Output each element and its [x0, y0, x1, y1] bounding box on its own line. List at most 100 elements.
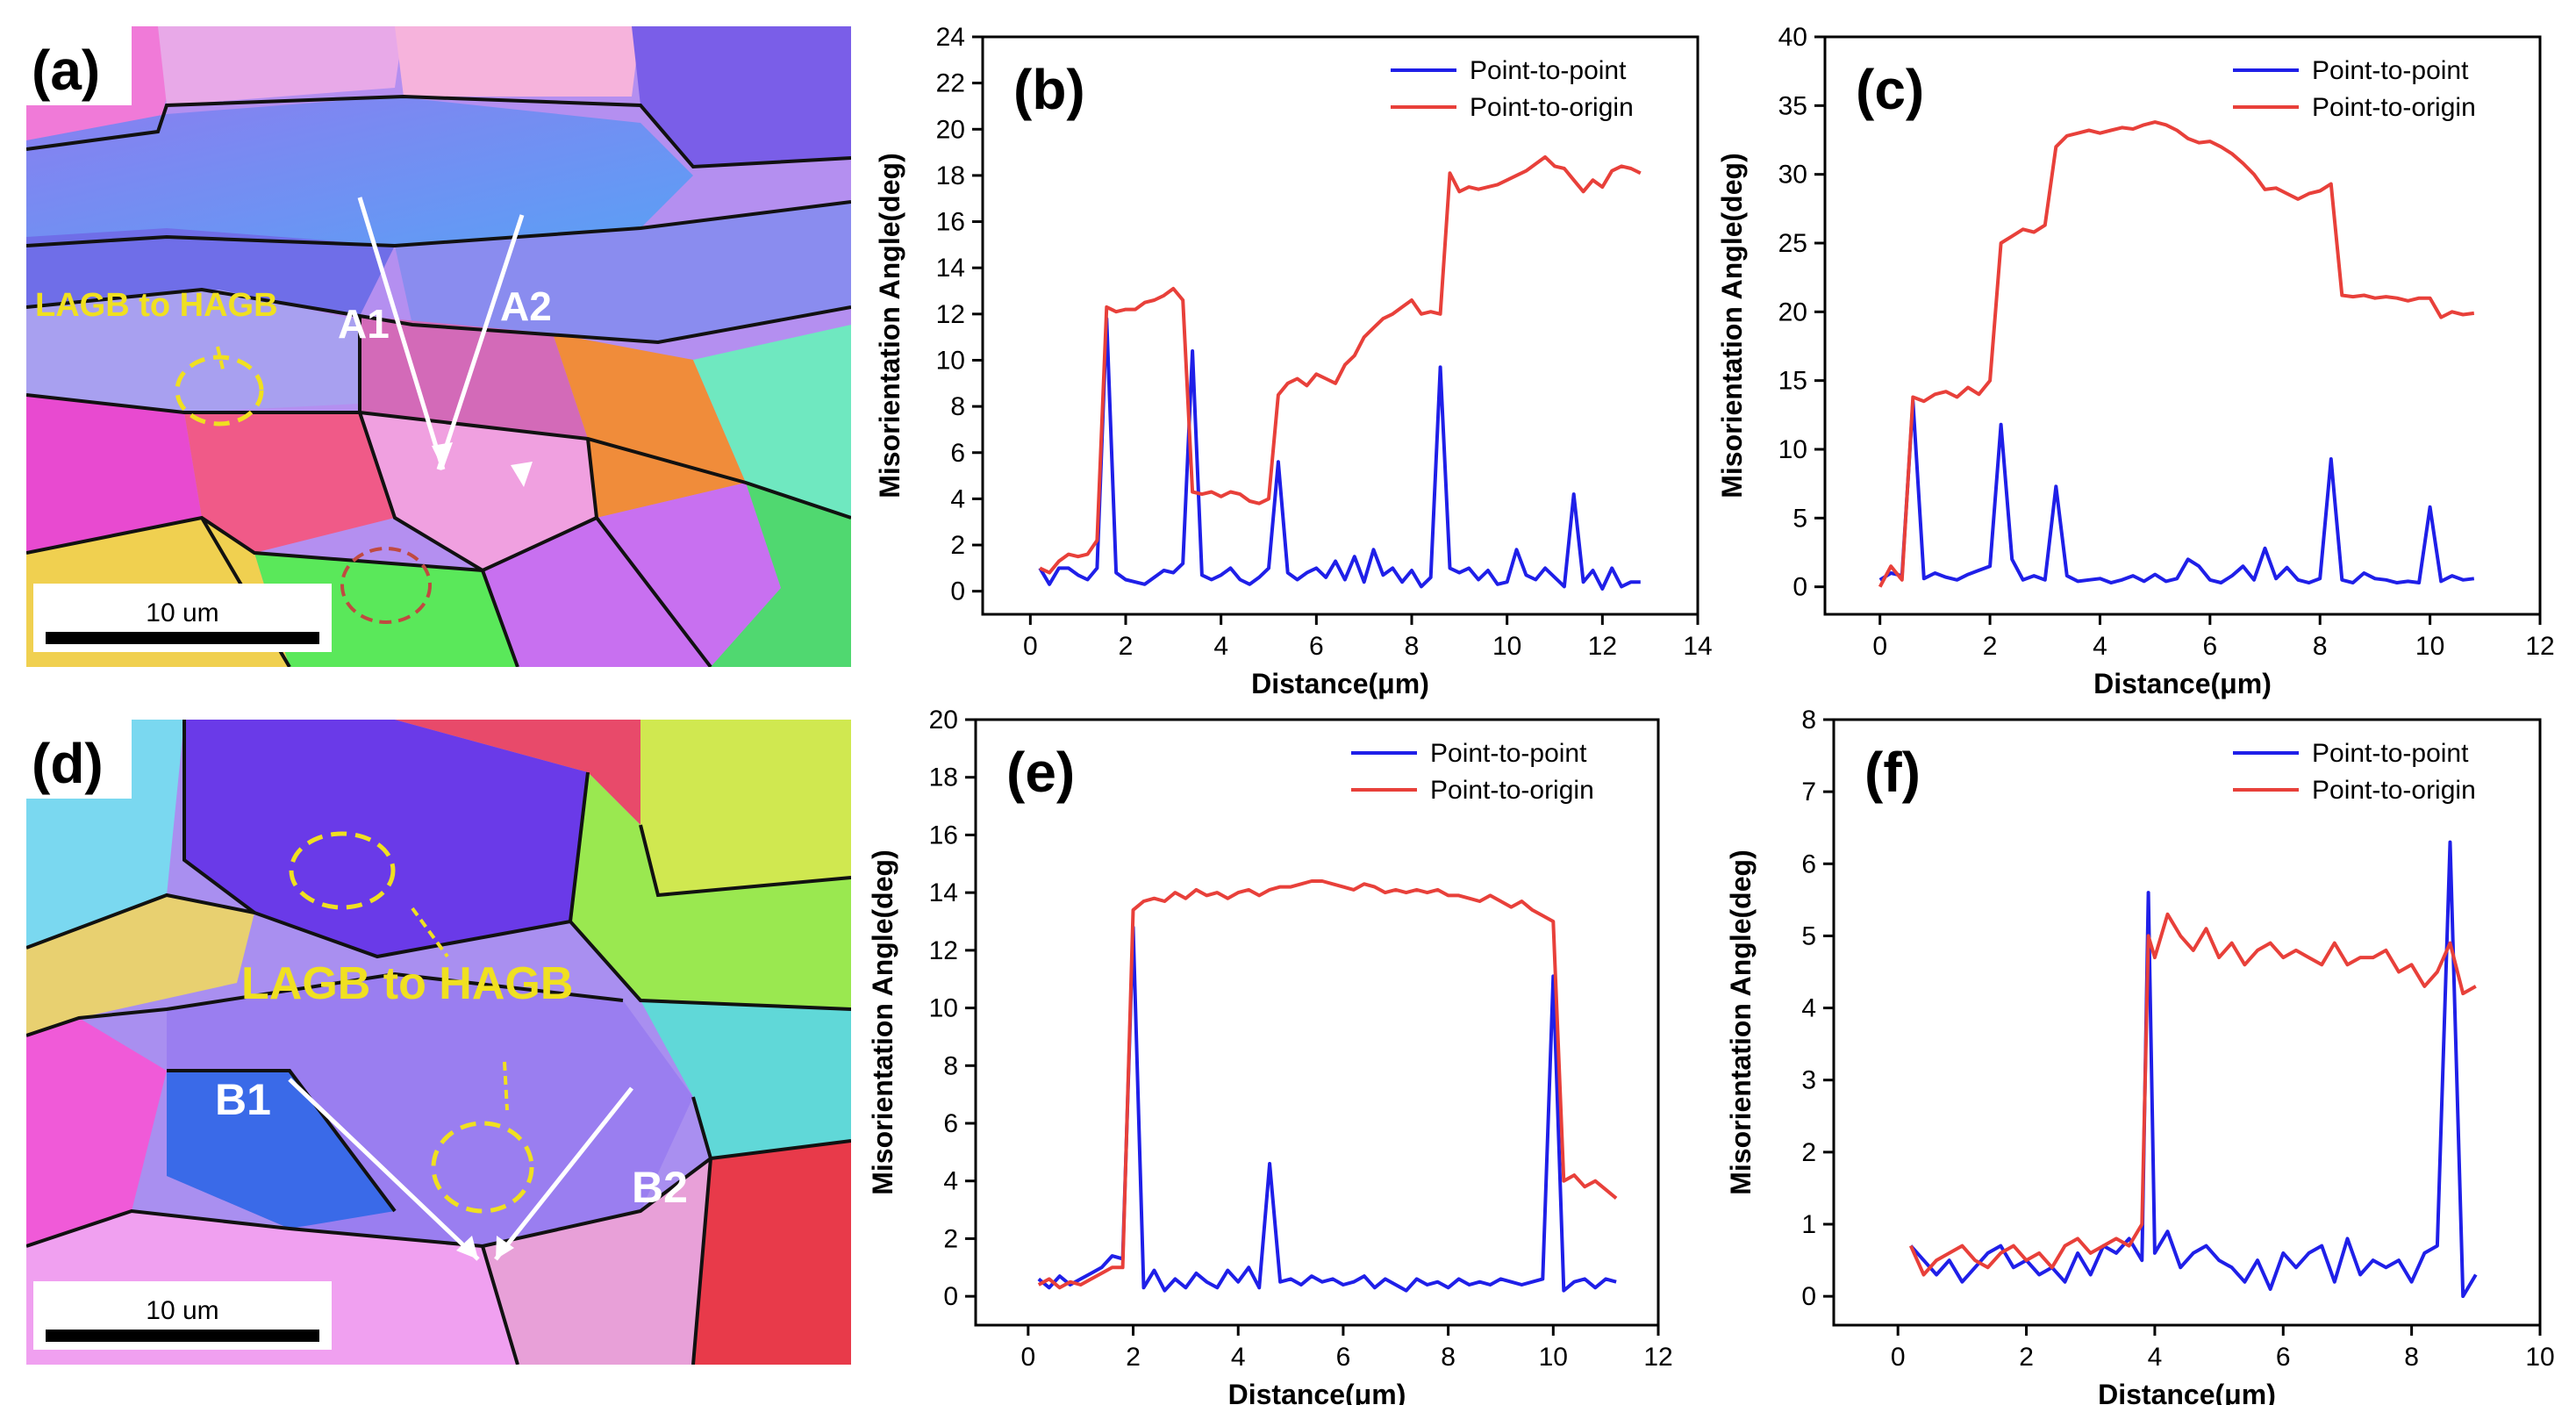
y-tick-label: 3 — [1801, 1066, 1816, 1095]
y-tick-label: 0 — [1801, 1282, 1816, 1311]
red-circle-a — [340, 547, 432, 624]
y-tick-label: 0 — [943, 1282, 958, 1311]
arrowhead-b1 — [456, 1236, 478, 1259]
trace-line-a2 — [436, 214, 525, 470]
y-tick-label: 8 — [943, 1051, 958, 1080]
x-tick-label: 4 — [1213, 632, 1228, 661]
x-tick-label: 10 — [2525, 1343, 2554, 1372]
y-tick-label: 6 — [950, 439, 965, 468]
line-label-b2: B2 — [632, 1163, 688, 1212]
x-tick-label: 0 — [1872, 632, 1887, 661]
y-tick-label: 8 — [950, 392, 965, 421]
x-tick-label: 10 — [2415, 632, 2444, 661]
y-tick-label: 4 — [943, 1167, 958, 1196]
x-tick-label: 10 — [1539, 1343, 1568, 1372]
y-axis-label: Misorientation Angle(deg) — [867, 849, 898, 1194]
panel-label: (b) — [1013, 58, 1085, 121]
chart-f: 0 2 4 6 8 10 0 1 2 3 4 5 6 7 8 Distance(μm) Misorientati… — [1725, 706, 2555, 1405]
panel-label-box — [26, 720, 132, 799]
legend-label: Point-to-origin — [2312, 93, 2476, 122]
series-line-point-to-point — [1878, 399, 2475, 584]
x-tick-label: 6 — [2203, 632, 2218, 661]
x-tick-label: 12 — [1588, 632, 1617, 661]
ebsd-map-d: 10 um (d) LAGB to HAGB B1 B2 — [25, 720, 852, 1366]
ebsd-map-d-image: 10 um (d) LAGB to HAGB B1 B2 — [25, 720, 852, 1366]
panel-label-box — [26, 26, 132, 105]
arrowhead-b2 — [496, 1236, 514, 1259]
series-line-point-to-origin — [1878, 120, 2475, 588]
ebsd-map-a: 10 um (a) LAGB to HAGB A1 A2 — [25, 26, 852, 669]
y-tick-label: 18 — [929, 763, 958, 792]
series-line-point-to-origin — [1037, 879, 1618, 1290]
panel-label: (a) — [32, 39, 100, 102]
series-line-point-to-point — [1038, 317, 1641, 591]
plot-frame — [981, 35, 1699, 616]
panel-label: (d) — [32, 732, 104, 795]
y-tick-label: 35 — [1778, 91, 1807, 120]
x-tick-label: 2 — [2019, 1343, 2034, 1372]
x-axis-label: Distance(μm) — [2093, 668, 2272, 699]
y-tick-label: 10 — [1778, 435, 1807, 464]
x-tick-label: 6 — [1309, 632, 1324, 661]
x-axis-label: Distance(μm) — [1228, 1379, 1406, 1405]
y-axis-label: Misorientation Angle(deg) — [1716, 153, 1748, 498]
series-line-point-to-point — [1909, 840, 2478, 1299]
x-tick-label: 8 — [2404, 1343, 2419, 1372]
scale-bar-label: 10 um — [146, 1296, 218, 1325]
ebsd-map-a-image: 10 um (a) LAGB to HAGB A1 A2 — [25, 26, 852, 669]
arrowhead-a2 — [511, 462, 533, 487]
y-tick-label: 4 — [950, 484, 965, 513]
lagb-annotation: LAGB to HAGB — [241, 958, 573, 1009]
x-tick-label: 0 — [1023, 632, 1038, 661]
legend-label: Point-to-origin — [1430, 776, 1594, 805]
x-tick-label: 4 — [2093, 632, 2107, 661]
lagb-annotation: LAGB to HAGB — [35, 287, 278, 324]
x-tick-label: 2 — [1119, 632, 1134, 661]
plot-frame — [1832, 718, 2542, 1327]
y-tick-label: 30 — [1778, 161, 1807, 190]
lagb-circle-d2 — [431, 1121, 534, 1214]
y-tick-label: 24 — [936, 23, 965, 52]
y-tick-label: 14 — [929, 878, 958, 907]
y-tick-label: 20 — [929, 706, 958, 735]
lagb-circle-a — [175, 355, 264, 427]
x-tick-label: 12 — [2525, 632, 2554, 661]
y-tick-label: 22 — [936, 69, 965, 98]
y-tick-label: 10 — [929, 994, 958, 1023]
x-tick-label: 10 — [1492, 632, 1521, 661]
panel-label: (e) — [1006, 741, 1075, 804]
y-tick-label: 16 — [936, 208, 965, 237]
chart-e: 0 2 4 6 8 10 12 0 2 4 6 8 10 12 14 16 18 20 Distance(μm) Mi… — [867, 706, 1673, 1405]
y-tick-label: 6 — [1801, 849, 1816, 878]
chart-b: 0 2 4 6 8 10 12 14024681012141618202224Distance… — [874, 23, 1713, 699]
y-tick-label: 10 — [936, 346, 965, 375]
y-tick-label: 15 — [1778, 367, 1807, 396]
x-tick-label: 2 — [1983, 632, 1998, 661]
y-axis-label: Misorientation Angle(deg) — [1725, 849, 1757, 1194]
y-tick-label: 7 — [1801, 778, 1816, 806]
lagb-circle-d1 — [289, 831, 396, 910]
panel-label: (c) — [1856, 58, 1924, 121]
y-tick-label: 14 — [936, 254, 965, 283]
y-tick-label: 18 — [936, 161, 965, 190]
x-tick-label: 8 — [1441, 1343, 1456, 1372]
y-tick-label: 2 — [943, 1224, 958, 1253]
scale-bar — [46, 1330, 319, 1342]
x-tick-label: 4 — [2148, 1343, 2163, 1372]
y-tick-label: 16 — [929, 821, 958, 849]
x-tick-label: 8 — [2313, 632, 2328, 661]
x-tick-label: 2 — [1126, 1343, 1141, 1372]
line-label-b1: B1 — [215, 1075, 271, 1124]
x-tick-label: 0 — [1891, 1343, 1906, 1372]
x-tick-label: 4 — [1231, 1343, 1246, 1372]
y-tick-label: 12 — [929, 936, 958, 965]
scale-bar-label: 10 um — [146, 599, 218, 627]
y-tick-label: 5 — [1792, 504, 1807, 533]
y-tick-label: 20 — [936, 115, 965, 144]
y-tick-label: 0 — [950, 577, 965, 606]
series-line-point-to-origin — [1908, 912, 2477, 1277]
y-tick-label: 12 — [936, 300, 965, 329]
y-tick-label: 25 — [1778, 229, 1807, 258]
y-tick-label: 2 — [950, 531, 965, 560]
